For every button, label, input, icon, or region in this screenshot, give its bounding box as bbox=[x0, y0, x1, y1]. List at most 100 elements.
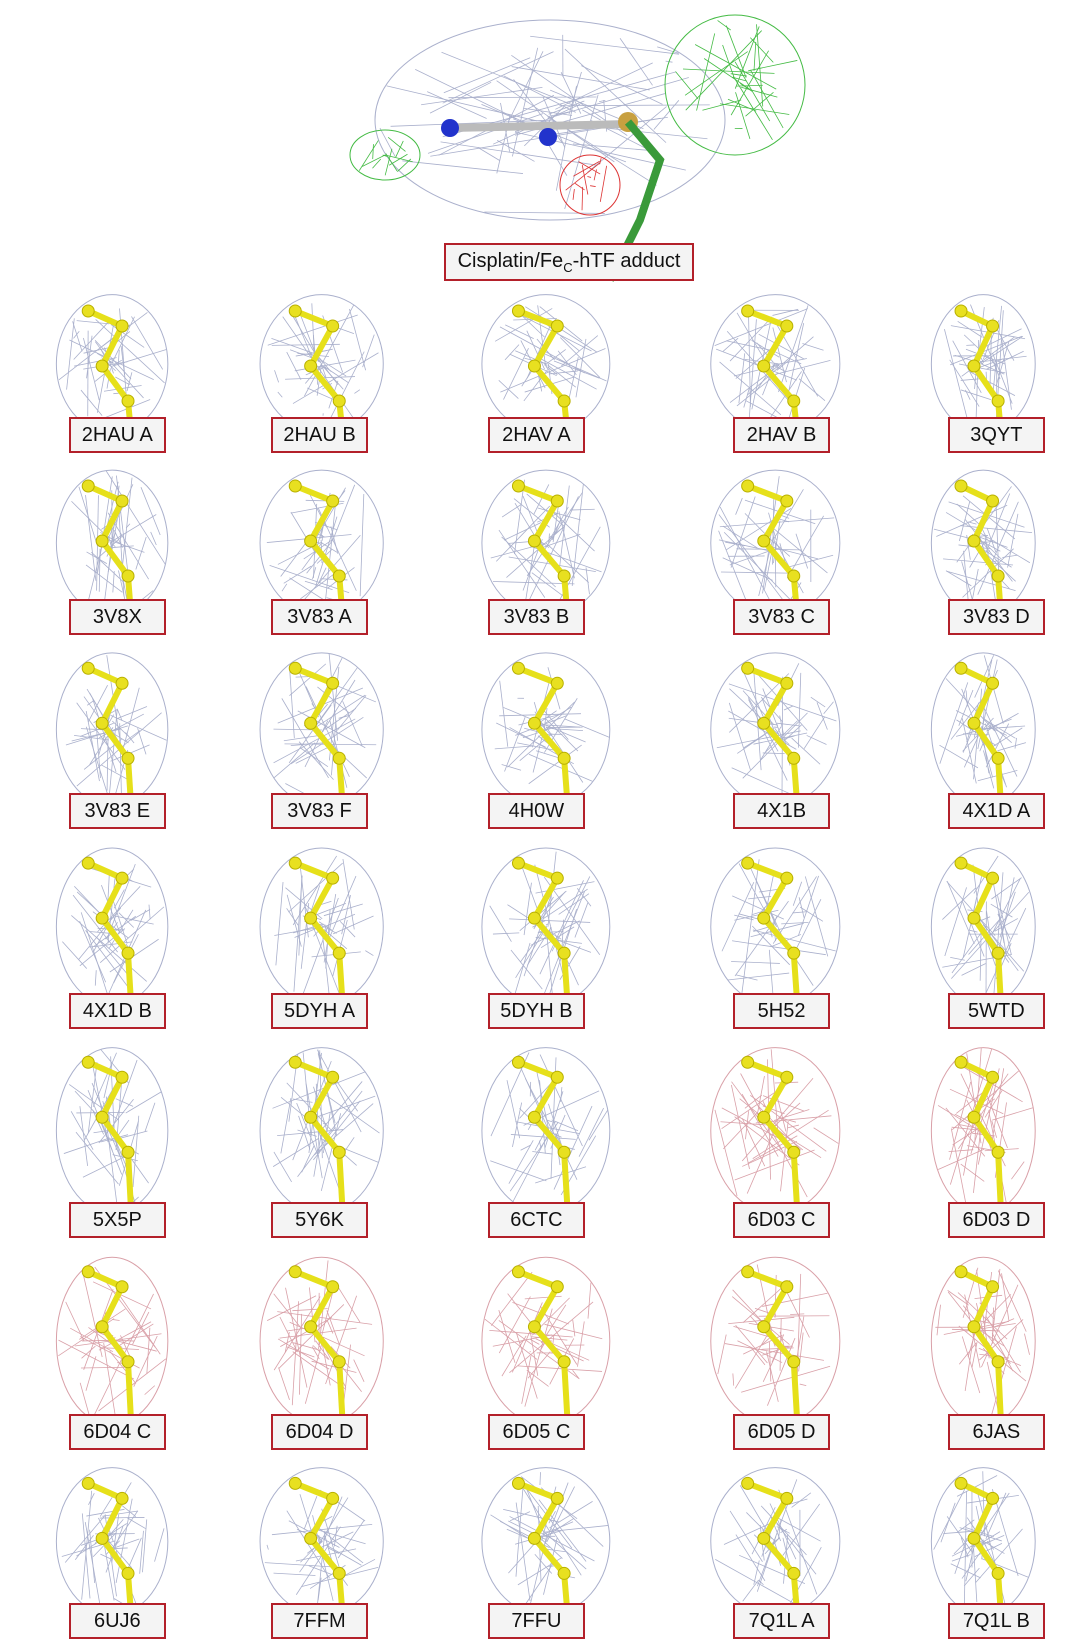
panel-label: 5DYH B bbox=[488, 993, 584, 1029]
atom bbox=[441, 119, 459, 137]
mesh-line bbox=[742, 859, 759, 993]
mesh-line bbox=[86, 495, 96, 581]
mesh-line bbox=[388, 137, 405, 151]
atom bbox=[781, 1281, 793, 1293]
mesh-line bbox=[120, 723, 122, 794]
atom bbox=[788, 395, 800, 407]
mesh-line bbox=[145, 1103, 155, 1132]
atom bbox=[558, 947, 570, 959]
mesh-line bbox=[781, 922, 808, 924]
mesh-line bbox=[599, 100, 605, 101]
mesh-line bbox=[735, 1327, 772, 1388]
mesh-line bbox=[527, 1370, 549, 1386]
panel-label: 2HAV A bbox=[488, 417, 584, 453]
mesh-line bbox=[697, 33, 715, 110]
panel-label: 3V83 A bbox=[271, 599, 367, 635]
mesh-line bbox=[762, 1293, 827, 1306]
mesh-line bbox=[962, 1336, 980, 1393]
panel-label: 5X5P bbox=[69, 1202, 165, 1238]
mesh-line bbox=[763, 753, 785, 754]
atom bbox=[333, 1356, 345, 1368]
atom bbox=[742, 857, 754, 869]
atom bbox=[788, 570, 800, 582]
atom bbox=[512, 480, 524, 492]
mesh-line bbox=[67, 318, 75, 389]
mesh-line bbox=[769, 1342, 770, 1381]
mesh-line bbox=[112, 915, 153, 924]
atom bbox=[551, 1071, 563, 1083]
mesh-line bbox=[500, 681, 508, 747]
mesh-line bbox=[743, 1580, 759, 1601]
mesh-line bbox=[530, 1351, 531, 1352]
mesh-line bbox=[444, 58, 530, 93]
atom bbox=[987, 320, 999, 332]
mesh-line bbox=[579, 162, 601, 174]
atom bbox=[116, 872, 128, 884]
mesh-line bbox=[773, 359, 807, 366]
mesh-line bbox=[951, 1564, 981, 1578]
mesh-line bbox=[530, 36, 679, 54]
mesh-line bbox=[683, 69, 775, 73]
atom bbox=[558, 1356, 570, 1368]
panel-label: 3V83 B bbox=[488, 599, 584, 635]
mesh-line bbox=[704, 58, 750, 89]
atom bbox=[955, 1056, 967, 1068]
atom bbox=[96, 1111, 108, 1123]
mesh-line bbox=[276, 882, 283, 965]
atom bbox=[987, 677, 999, 689]
mesh-line bbox=[343, 859, 354, 929]
atom bbox=[333, 1567, 345, 1579]
mesh-line bbox=[532, 1151, 552, 1154]
panel-label: 3QYT bbox=[948, 417, 1044, 453]
panel-label: 4H0W bbox=[488, 793, 584, 829]
atom bbox=[122, 752, 134, 764]
atom bbox=[987, 872, 999, 884]
atom bbox=[558, 1567, 570, 1579]
mesh-line bbox=[541, 534, 580, 548]
mesh-line bbox=[951, 892, 1028, 978]
mesh-line bbox=[947, 881, 974, 944]
atom bbox=[551, 495, 563, 507]
atom bbox=[528, 912, 540, 924]
mesh-line bbox=[739, 353, 745, 403]
mesh-line bbox=[581, 66, 662, 105]
atom bbox=[327, 1492, 339, 1504]
mesh-line bbox=[272, 1524, 372, 1534]
mesh-line bbox=[728, 973, 789, 980]
mesh-line bbox=[539, 1141, 541, 1149]
atom bbox=[82, 857, 94, 869]
mesh-line bbox=[332, 485, 354, 541]
panel-label: 4X1B bbox=[733, 793, 829, 829]
mesh-line bbox=[267, 1545, 268, 1550]
atom bbox=[333, 947, 345, 959]
mesh-line bbox=[741, 87, 777, 97]
atom bbox=[968, 360, 980, 372]
mesh-line bbox=[141, 487, 160, 535]
mesh-line bbox=[559, 105, 709, 106]
atom bbox=[968, 1321, 980, 1333]
atom bbox=[528, 717, 540, 729]
atom bbox=[82, 1056, 94, 1068]
atom bbox=[512, 305, 524, 317]
mesh-line bbox=[947, 1516, 971, 1551]
mesh-line bbox=[528, 1125, 531, 1130]
mesh-line bbox=[284, 735, 320, 740]
mesh-line bbox=[558, 351, 576, 375]
atom bbox=[327, 872, 339, 884]
atom bbox=[551, 677, 563, 689]
atom bbox=[305, 1321, 317, 1333]
atom bbox=[116, 1492, 128, 1504]
atom bbox=[82, 480, 94, 492]
mesh-line bbox=[287, 352, 301, 380]
mesh-line bbox=[354, 1360, 364, 1382]
mesh-line bbox=[732, 941, 826, 955]
mesh-line bbox=[300, 748, 327, 767]
atom bbox=[327, 1071, 339, 1083]
mesh-line bbox=[944, 329, 969, 427]
mesh-line bbox=[278, 392, 283, 397]
mesh-line bbox=[783, 1504, 820, 1556]
mesh-line bbox=[718, 1335, 726, 1374]
mesh-line bbox=[732, 1082, 782, 1150]
atom bbox=[327, 1281, 339, 1293]
mesh-line bbox=[279, 1368, 290, 1400]
